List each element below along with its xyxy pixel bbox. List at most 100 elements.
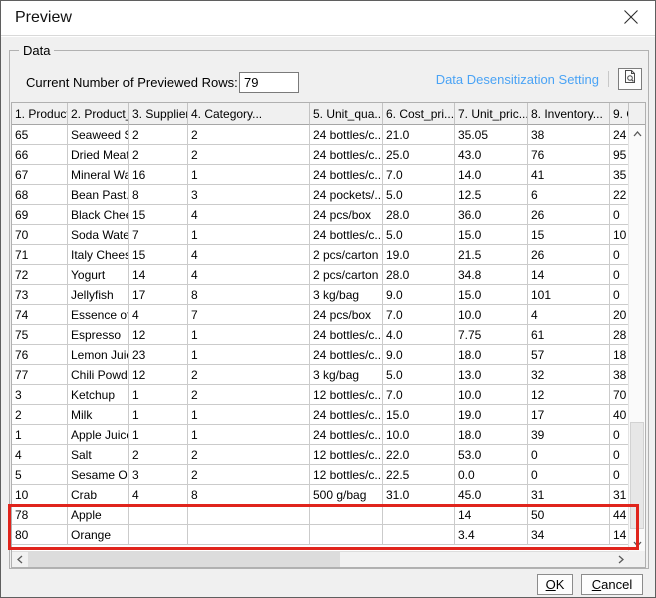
column-header[interactable]: 5. Unit_qua...	[310, 103, 383, 125]
table-cell: Jellyfish	[68, 285, 129, 305]
table-viewport: 1. ProductI...2. Product_...3. SupplierI…	[12, 103, 629, 551]
table-cell: 19.0	[455, 405, 528, 425]
table-cell: 15.0	[383, 405, 455, 425]
table-cell: 17	[528, 405, 610, 425]
table-cell	[310, 525, 383, 545]
table-cell: 43.0	[455, 145, 528, 165]
table-cell: Seaweed S...	[68, 125, 129, 145]
column-header[interactable]: 8. Inventory...	[528, 103, 610, 125]
vertical-scrollbar[interactable]	[628, 103, 645, 551]
table-row[interactable]: 10 Crab 4 8 500 g/bag 31.0 45.0 31 31	[12, 485, 629, 505]
table-cell: 4	[528, 305, 610, 325]
column-header[interactable]: 7. Unit_pric...	[455, 103, 528, 125]
table-cell: 4	[129, 305, 188, 325]
table-cell: Espresso	[68, 325, 129, 345]
column-header[interactable]: 2. Product_...	[68, 103, 129, 125]
table-cell	[188, 525, 310, 545]
table-cell: 15.0	[455, 225, 528, 245]
table-cell: 13.0	[455, 365, 528, 385]
table-row[interactable]: 2 Milk 1 1 24 bottles/c... 15.0 19.0 17 40	[12, 405, 629, 425]
table-row[interactable]: 73 Jellyfish 17 8 3 kg/bag 9.0 15.0 101 0	[12, 285, 629, 305]
table-cell: Soda Water	[68, 225, 129, 245]
table-cell: 45.0	[455, 485, 528, 505]
column-header[interactable]: 9. O	[610, 103, 629, 125]
table-cell: 12 bottles/c...	[310, 445, 383, 465]
table-row[interactable]: 70 Soda Water 7 1 24 bottles/c... 5.0 15.0 15 10	[12, 225, 629, 245]
table-row[interactable]: 3 Ketchup 1 2 12 bottles/c... 7.0 10.0 12 70	[12, 385, 629, 405]
table-cell: 21.0	[383, 125, 455, 145]
column-header[interactable]: 3. SupplierI...	[129, 103, 188, 125]
vertical-scrollbar-track[interactable]	[628, 125, 645, 551]
table-cell: 0	[610, 245, 629, 265]
table-row[interactable]: 78 Apple 14 50 44	[12, 505, 629, 525]
table-cell: 24 pcs/box	[310, 205, 383, 225]
table-cell: 24 bottles/c...	[310, 165, 383, 185]
table-cell: 2 pcs/carton	[310, 245, 383, 265]
scroll-right-button[interactable]	[613, 552, 629, 567]
table-cell: 7.75	[455, 325, 528, 345]
table-cell: 3 kg/bag	[310, 285, 383, 305]
table-cell: 80	[12, 525, 68, 545]
table-cell: 1	[188, 165, 310, 185]
table-row[interactable]: 5 Sesame Oil 3 2 12 bottles/c... 22.5 0.0 0 0	[12, 465, 629, 485]
column-header[interactable]: 4. Category...	[188, 103, 310, 125]
horizontal-scrollbar-thumb[interactable]	[28, 552, 340, 567]
table-cell: 17	[129, 285, 188, 305]
table-cell: 25.0	[383, 145, 455, 165]
table-cell: Apple Juice	[68, 425, 129, 445]
table-cell: 8	[129, 185, 188, 205]
table-cell: 14	[528, 265, 610, 285]
table-row[interactable]: 1 Apple Juice 1 1 24 bottles/c... 10.0 18.0 39 0	[12, 425, 629, 445]
table-row[interactable]: 75 Espresso 12 1 24 bottles/c... 4.0 7.75 61 28	[12, 325, 629, 345]
table-cell: Dried Meat ...	[68, 145, 129, 165]
table-row[interactable]: 72 Yogurt 14 4 2 pcs/carton 28.0 34.8 14 0	[12, 265, 629, 285]
vertical-scrollbar-thumb[interactable]	[630, 422, 644, 529]
scroll-up-button[interactable]	[629, 125, 645, 141]
table-cell: 2 pcs/carton	[310, 265, 383, 285]
table-cell: 24 bottles/c...	[310, 345, 383, 365]
scroll-left-button[interactable]	[12, 552, 28, 567]
close-button[interactable]	[619, 7, 643, 31]
table-cell: 23	[129, 345, 188, 365]
table-cell: 78	[12, 505, 68, 525]
table-cell: 35.05	[455, 125, 528, 145]
table-cell: 0	[610, 425, 629, 445]
ok-button[interactable]: OK	[537, 574, 573, 595]
table-cell: 9.0	[383, 345, 455, 365]
column-header[interactable]: 1. ProductI...	[12, 103, 68, 125]
table-cell: 3.4	[455, 525, 528, 545]
table-cell: 0	[610, 205, 629, 225]
table-cell: 5	[12, 465, 68, 485]
data-desensitization-link[interactable]: Data Desensitization Setting	[435, 71, 599, 87]
column-header[interactable]: 6. Cost_pri...	[383, 103, 455, 125]
preview-setting-button[interactable]	[618, 68, 642, 90]
table-cell: 8	[188, 485, 310, 505]
table-cell: 7.0	[383, 165, 455, 185]
scroll-down-button[interactable]	[629, 535, 645, 551]
table-cell: 12 bottles/c...	[310, 385, 383, 405]
cancel-button[interactable]: Cancel	[581, 574, 643, 595]
table-cell: 77	[12, 365, 68, 385]
horizontal-scrollbar[interactable]	[12, 551, 629, 567]
table-cell: 2	[129, 445, 188, 465]
table-cell: 0	[610, 285, 629, 305]
table-cell: 10	[12, 485, 68, 505]
table-cell: 67	[12, 165, 68, 185]
previewed-rows-input[interactable]	[239, 72, 299, 93]
table-cell: 24 bottles/c...	[310, 145, 383, 165]
table-cell: 2	[12, 405, 68, 425]
chevron-right-icon	[618, 551, 624, 569]
table-cell: 74	[12, 305, 68, 325]
table-row[interactable]: 4 Salt 2 2 12 bottles/c... 22.0 53.0 0 0	[12, 445, 629, 465]
table-cell	[383, 525, 455, 545]
table-row[interactable]: 80 Orange 3.4 34 14	[12, 525, 629, 545]
